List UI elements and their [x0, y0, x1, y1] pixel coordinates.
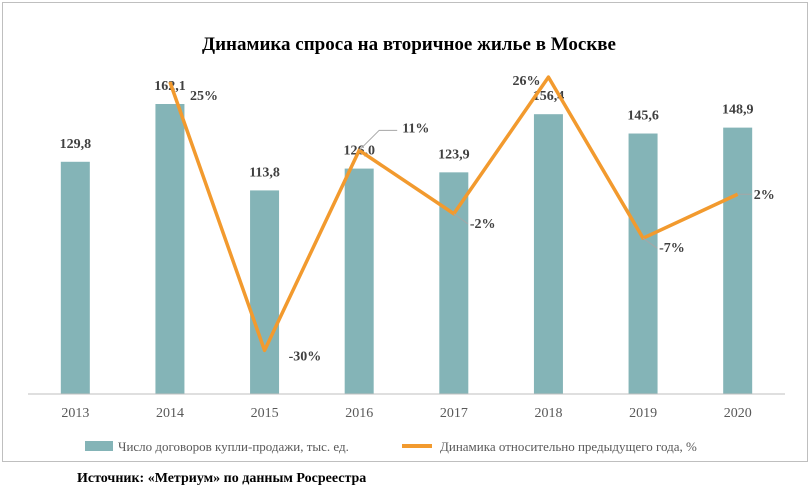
bar-2020 — [723, 127, 753, 394]
x-tick-label: 2013 — [61, 406, 89, 421]
line-value-label: 11% — [402, 121, 429, 136]
line-value-label: -7% — [659, 241, 685, 256]
line-value-label: -30% — [289, 349, 322, 364]
bar-2013 — [60, 161, 90, 394]
x-tick-label: 2019 — [629, 406, 657, 421]
chart-frame — [2, 2, 808, 462]
label-leader-line — [358, 129, 398, 151]
legend: Число договоров купли-продажи, тыс. ед. … — [85, 439, 697, 454]
bar-2019 — [628, 133, 658, 395]
legend-label-bars: Число договоров купли-продажи, тыс. ед. — [118, 439, 349, 454]
bar-2018 — [533, 114, 563, 394]
legend-swatch-bars — [85, 441, 113, 451]
chart-title: Динамика спроса на вторичное жилье в Мос… — [202, 34, 616, 55]
label-leader-line — [642, 237, 658, 249]
legend-label-line: Динамика относительно предыдущего года, … — [440, 439, 697, 454]
line-value-label: 26% — [512, 74, 540, 89]
x-tick-label: 2016 — [345, 406, 373, 421]
bar-2016 — [344, 168, 374, 394]
bar-value-label: 123,9 — [438, 147, 470, 162]
x-tick-label: 2014 — [156, 406, 184, 421]
x-tick-labels: 2013 2014 2015 2016 2017 2018 2019 2020 — [61, 406, 751, 421]
line-value-label: 25% — [190, 89, 218, 104]
bar-value-label: 148,9 — [722, 103, 754, 118]
x-tick-label: 2020 — [724, 406, 752, 421]
bar-value-label: 129,8 — [60, 137, 92, 152]
source-note: Источник: «Метриум» по данным Росреестра — [77, 471, 367, 486]
bar-value-label: 145,6 — [627, 109, 659, 124]
label-leader-line — [453, 213, 469, 225]
line-value-label: -2% — [470, 217, 496, 232]
bar-value-label: 113,8 — [249, 165, 280, 180]
line-series: 25% -30% 11% -2% 26% -7% 2% — [168, 74, 775, 364]
bar-2014 — [155, 104, 185, 394]
x-tick-label: 2018 — [534, 406, 562, 421]
x-tick-label: 2015 — [251, 406, 279, 421]
x-tick-label: 2017 — [440, 406, 468, 421]
line-value-label: 2% — [754, 188, 775, 203]
bar-2015 — [250, 190, 280, 394]
